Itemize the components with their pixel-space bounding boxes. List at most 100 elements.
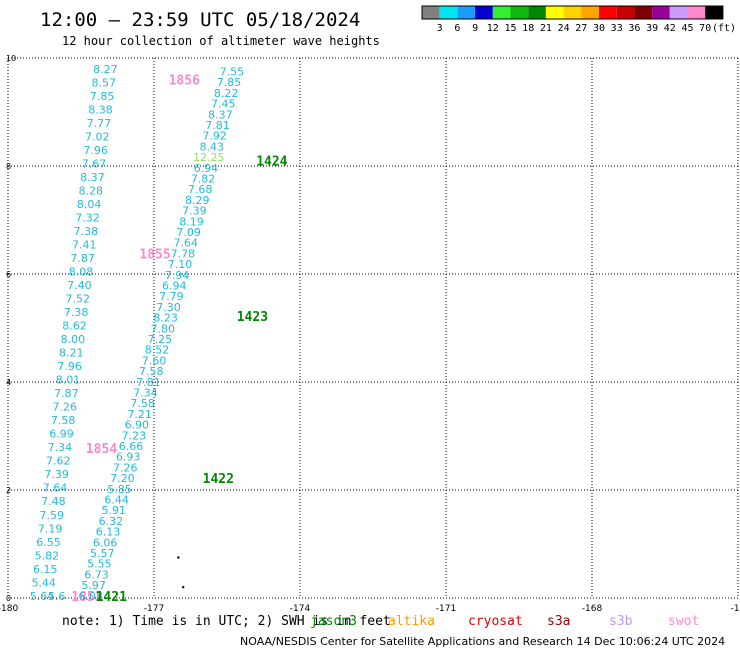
colorbar-label: 45	[681, 23, 693, 34]
colorbar-units: (ft)	[712, 23, 736, 34]
pass-label: 1423	[237, 310, 268, 325]
satellite-legend-item: cryosat	[468, 614, 523, 629]
data-marks: 8.278.577.858.387.777.027.967.678.378.28…	[30, 63, 288, 605]
swh-value-label: 5.55	[87, 558, 112, 571]
x-tick-label: -180	[0, 604, 18, 614]
pass-label: 1853	[71, 590, 102, 605]
x-tick-label: -16	[731, 604, 740, 614]
swh-value-label: 7.55	[220, 66, 245, 79]
swh-value-label: 6.99	[49, 428, 74, 441]
swh-value-label: 8.22	[214, 87, 239, 100]
colorbar-label: 9	[472, 23, 478, 34]
pass-label: 1855	[139, 247, 170, 262]
swh-value-label: 6.55	[36, 536, 61, 549]
colorbar-label: 12	[487, 23, 499, 34]
swh-value-label: 5.57	[90, 547, 115, 560]
swh-value-label: 7.85	[90, 90, 115, 103]
colorbar-frame	[421, 5, 724, 20]
swh-value-label: 8.37	[80, 171, 105, 184]
swh-value-label: 7.64	[174, 237, 199, 250]
satellite-legend-item: jason3	[310, 614, 357, 629]
colorbar-swatch	[510, 6, 529, 19]
swh-value-label: 7.32	[75, 211, 100, 224]
swh-value-label: 7.38	[74, 225, 99, 238]
swh-value-label: 8.38	[88, 103, 113, 116]
colorbar-swatch	[457, 6, 476, 19]
swh-value-label: 8.19	[179, 215, 204, 228]
swh-value-label: 8.37	[208, 108, 233, 121]
swh-value-label: 7.20	[110, 472, 135, 485]
axis-ticks: -180 -177 -174 -171 -168 -16 0 2 4 6 8 10	[0, 54, 740, 614]
swh-value-label: 7.26	[53, 401, 78, 414]
chart-title: 12:00 – 23:59 UTC 05/18/2024	[40, 9, 360, 31]
colorbar-label: 33	[611, 23, 623, 34]
colorbar-swatch	[705, 6, 723, 19]
swh-value-label: 7.21	[127, 408, 152, 421]
swh-value-label: 8.23	[153, 312, 178, 325]
colorbar-label: 6	[454, 23, 460, 34]
swh-value-label: 7.96	[57, 360, 82, 373]
swh-value-label: 6.93	[116, 451, 141, 464]
swh-value-label: 7.41	[72, 238, 97, 251]
colorbar-legend: 3 6 9 12 15 18 21 24 27 30 33 36 39 42 45 70	[421, 5, 724, 34]
data-dot	[177, 556, 180, 559]
footer-credit: NOAA/NESDIS Center for Satellite Applica…	[240, 635, 725, 648]
footer-note: note: 1) Time is in UTC; 2) SWH is in fe…	[62, 614, 391, 629]
plot-grid	[7, 57, 739, 599]
swh-value-label: 8.28	[78, 184, 103, 197]
x-tick-label: -174	[290, 604, 311, 614]
swh-value-label: 7.87	[70, 252, 95, 265]
swh-value-label: 7.62	[46, 455, 71, 468]
swh-value-label: 5.44	[31, 576, 56, 589]
pass-label: 1856	[169, 74, 200, 89]
swh-value-label: 5.82	[35, 549, 60, 562]
swh-value-label: 6.08	[78, 590, 103, 603]
colorbar-label: 3	[437, 23, 443, 34]
swh-value-label: 8.29	[185, 194, 210, 207]
swh-value-label: 7.82	[191, 173, 216, 186]
chart-subtitle: 12 hour collection of altimeter wave hei…	[62, 34, 380, 48]
colorbar-label: 36	[628, 23, 640, 34]
swh-value-label: 7.96	[83, 144, 108, 157]
swh-value-label: 8.57	[91, 76, 116, 89]
colorbar-swatch	[634, 6, 653, 19]
swh-value-label: 8.52	[145, 344, 170, 357]
swh-value-label: 7.10	[168, 258, 193, 271]
swh-value-label: 7.81	[136, 376, 161, 389]
swh-value-label: 6.73	[84, 568, 109, 581]
swh-value-label: 7.23	[122, 429, 147, 442]
swh-value-label: 7.59	[40, 509, 65, 522]
satellite-legend-item: s3a	[547, 614, 570, 629]
swh-value-label: 7.52	[66, 293, 91, 306]
swh-value-label: 5.91	[102, 504, 127, 517]
colorbar-label: 70	[699, 23, 711, 34]
swh-value-label: 7.30	[156, 301, 181, 314]
swh-value-label: 8.21	[59, 347, 84, 360]
swh-value-label: 6.15	[33, 563, 58, 576]
swh-value-label: 7.68	[188, 183, 213, 196]
swh-value-label: 7.39	[182, 205, 207, 218]
swh-value-label: 6.66	[119, 440, 144, 453]
swh-value-label: 8.04	[77, 198, 102, 211]
swh-value-label: 7.38	[64, 306, 89, 319]
swh-value-label: 7.40	[67, 279, 92, 292]
colorbar-swatch	[545, 6, 564, 19]
swh-value-label: 12.25	[193, 151, 225, 164]
swh-value-label: 6.06	[93, 536, 118, 549]
pass-label: 1424	[256, 155, 287, 170]
swh-value-label: 7.64	[43, 482, 68, 495]
colorbar-swatch	[652, 6, 670, 19]
swh-value-label: 5.85	[107, 483, 132, 496]
pass-label: 1421	[96, 590, 127, 605]
colorbar-swatch	[687, 6, 706, 19]
swh-value-label: 7.25	[148, 333, 173, 346]
swh-value-label: 7.26	[113, 461, 138, 474]
swh-value-label: 7.19	[38, 522, 63, 535]
colorbar-swatch	[475, 6, 493, 19]
y-tick-label: 4	[6, 378, 11, 387]
pass-label: 1854	[86, 442, 117, 457]
colorbar-swatch	[669, 6, 688, 19]
y-tick-label: 2	[6, 486, 11, 495]
swh-value-label: 8.08	[69, 266, 94, 279]
colorbar-label: 21	[540, 23, 552, 34]
